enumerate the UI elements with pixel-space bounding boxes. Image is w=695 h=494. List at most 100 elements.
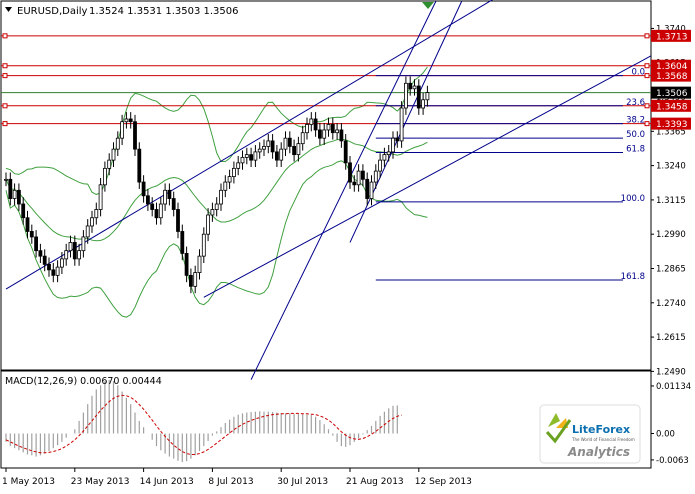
candle-body bbox=[188, 274, 193, 287]
candle-body bbox=[120, 121, 124, 139]
candle-body bbox=[128, 118, 133, 123]
level-anchor-left bbox=[2, 33, 8, 39]
price-tick-label: 1.3740 bbox=[656, 24, 686, 34]
price-tick-label: 1.2740 bbox=[656, 299, 686, 309]
macd-tick-label: 0.01134 bbox=[656, 382, 691, 392]
candle-body bbox=[103, 167, 107, 186]
candle-body bbox=[292, 146, 297, 156]
candle-body bbox=[51, 269, 56, 276]
macd-indicator bbox=[5, 379, 402, 462]
candle-body bbox=[300, 132, 305, 145]
candle-body bbox=[240, 156, 245, 164]
fan-line-second bbox=[349, 0, 463, 243]
menu-triangle-icon[interactable] bbox=[5, 7, 12, 12]
candle-body bbox=[231, 167, 236, 177]
candle-body bbox=[262, 146, 266, 150]
price-tick-label: 1.2990 bbox=[656, 230, 686, 240]
candle-body bbox=[339, 129, 344, 142]
candle-body bbox=[137, 148, 142, 183]
candle-body bbox=[21, 203, 26, 219]
candle-body bbox=[352, 181, 357, 186]
candle-body bbox=[25, 217, 30, 232]
price-tag-label: 1.3713 bbox=[656, 32, 688, 42]
candle-body bbox=[77, 250, 81, 260]
logo-sub: Analytics bbox=[567, 445, 630, 459]
candle-body bbox=[403, 82, 408, 109]
bollinger-bands bbox=[5, 66, 428, 318]
macd-signal-line bbox=[5, 394, 402, 455]
candle-body bbox=[296, 143, 301, 156]
time-tick-label: 14 Jun 2013 bbox=[140, 477, 194, 487]
logo-leaf-icon bbox=[545, 413, 572, 444]
candle-body bbox=[111, 148, 116, 161]
time-tick-label: 21 Aug 2013 bbox=[346, 477, 404, 487]
bollinger-middle bbox=[5, 138, 428, 242]
candle-body bbox=[335, 129, 340, 134]
candle-body bbox=[154, 209, 159, 219]
time-tick-label: 8 Jul 2013 bbox=[208, 477, 253, 487]
candle-body bbox=[270, 140, 275, 153]
price-tag-label: 1.3458 bbox=[656, 102, 688, 112]
candle-body bbox=[98, 184, 103, 210]
price-tag-label: 1.3604 bbox=[656, 62, 688, 72]
time-axis: 1 May 2013 23 May 2013 14 Jun 2013 8 Jul 20… bbox=[2, 468, 472, 487]
candle-body bbox=[4, 178, 8, 181]
channel-lower-line bbox=[203, 55, 652, 298]
price-tag-label: 1.3393 bbox=[656, 120, 688, 130]
candle-body bbox=[313, 118, 318, 131]
price-tag bbox=[651, 29, 691, 42]
candle-body bbox=[145, 195, 150, 205]
candle-body bbox=[163, 189, 168, 205]
fib-label: 61.8 bbox=[626, 144, 645, 154]
candle-body bbox=[64, 250, 69, 260]
fib-label: 0.0 bbox=[631, 68, 645, 78]
candle-body bbox=[214, 203, 219, 210]
time-tick-label: 30 Jul 2013 bbox=[277, 477, 328, 487]
price-tick-label: 1.2490 bbox=[656, 367, 686, 377]
macd-tick-label: 0.00 bbox=[656, 429, 675, 439]
candle-body bbox=[68, 242, 73, 252]
price-tick-label: 1.2865 bbox=[656, 264, 686, 274]
time-tick-label: 23 May 2013 bbox=[71, 477, 130, 487]
level-anchor-left bbox=[2, 103, 8, 109]
candle-body bbox=[244, 154, 249, 158]
candle-body bbox=[124, 118, 129, 123]
candle-body bbox=[141, 181, 146, 197]
price-tag bbox=[651, 69, 691, 82]
candle-body bbox=[171, 198, 176, 210]
candle-body bbox=[72, 242, 77, 260]
candle-body bbox=[107, 159, 112, 169]
candle-body bbox=[193, 272, 198, 287]
candle-body bbox=[274, 151, 279, 161]
candle-body bbox=[279, 148, 284, 161]
candle-body bbox=[283, 137, 288, 150]
level-anchor-left bbox=[2, 73, 8, 79]
candle-body bbox=[12, 189, 17, 199]
shift-marker-icon[interactable] bbox=[422, 2, 434, 9]
candle-body bbox=[210, 209, 215, 216]
price-tick-label: 1.3365 bbox=[656, 127, 686, 137]
candle-body bbox=[257, 148, 262, 153]
candle-body bbox=[399, 107, 404, 142]
candle-body bbox=[408, 82, 413, 90]
candle-body bbox=[133, 121, 137, 150]
candle-body bbox=[266, 140, 271, 147]
level-anchor-right bbox=[644, 33, 650, 39]
candle-body bbox=[356, 170, 361, 186]
fib-label: 100.0 bbox=[621, 194, 645, 204]
price-tag-label: 1.3568 bbox=[656, 72, 688, 82]
candle-body bbox=[201, 233, 206, 257]
candle-body bbox=[206, 214, 211, 235]
candle-body bbox=[305, 124, 309, 134]
level-anchor-right bbox=[644, 121, 650, 127]
candle-body bbox=[322, 129, 327, 139]
candle-body bbox=[29, 231, 34, 238]
chart-ohlc: 1.3524 1.3531 1.3503 1.3506 bbox=[89, 6, 239, 17]
candle-body bbox=[365, 178, 370, 199]
candle-body bbox=[287, 137, 292, 147]
level-anchor-left bbox=[2, 63, 8, 69]
liteforex-logo: LiteForex The World of Financial Freedom… bbox=[539, 404, 641, 464]
candle-body bbox=[382, 154, 387, 161]
candle-body bbox=[47, 263, 51, 271]
